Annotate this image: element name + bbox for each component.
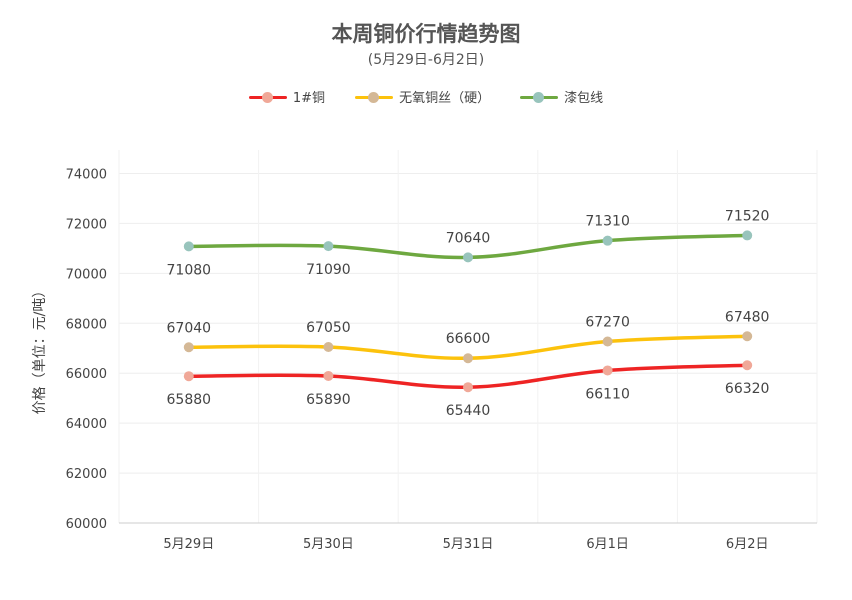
legend-swatch-icon xyxy=(248,90,287,104)
legend-item-series-0[interactable]: 1#铜 xyxy=(248,87,326,106)
legend-swatch-icon xyxy=(355,90,394,104)
data-point-2-0[interactable] xyxy=(183,241,194,252)
data-point-0-0[interactable] xyxy=(183,371,194,382)
chart-subtitle: (5月29日-6月2日) xyxy=(367,52,485,68)
data-label-2-0: 71080 xyxy=(167,262,212,278)
data-point-0-4[interactable] xyxy=(742,360,753,371)
data-point-1-0[interactable] xyxy=(183,342,194,353)
data-point-2-4[interactable] xyxy=(742,230,753,241)
data-label-2-3: 71310 xyxy=(585,214,630,230)
data-labels: 65880 65890 65440 66110 66320 67040 67050 66600… xyxy=(167,208,770,419)
data-label-0-4: 66320 xyxy=(725,381,770,397)
data-point-1-4[interactable] xyxy=(742,331,753,342)
data-point-1-3[interactable] xyxy=(602,336,613,347)
y-tick-label: 74000 xyxy=(66,168,107,183)
data-label-0-0: 65880 xyxy=(167,392,212,408)
data-label-2-4: 71520 xyxy=(725,208,770,224)
data-point-1-2[interactable] xyxy=(463,353,473,364)
data-point-2-3[interactable] xyxy=(602,235,613,246)
x-tick-label: 5月29日 xyxy=(163,537,214,552)
y-tick-label: 64000 xyxy=(66,417,107,432)
legend-item-series-2[interactable]: 漆包线 xyxy=(520,87,603,106)
data-point-0-3[interactable] xyxy=(602,365,613,376)
grid xyxy=(118,150,818,523)
data-point-0-1[interactable] xyxy=(323,370,334,381)
data-label-1-2: 66600 xyxy=(446,331,491,347)
data-label-2-2: 70640 xyxy=(446,230,491,246)
chart-title: 本周铜价行情趋势图 xyxy=(331,22,521,46)
legend-item-series-1[interactable]: 无氧铜丝（硬） xyxy=(355,87,490,106)
y-tick-label: 62000 xyxy=(66,467,107,482)
y-tick-label: 70000 xyxy=(66,267,107,282)
y-tick-label: 60000 xyxy=(66,517,107,532)
data-label-1-1: 67050 xyxy=(306,320,351,336)
data-point-1-1[interactable] xyxy=(323,342,334,353)
data-point-2-1[interactable] xyxy=(323,241,334,252)
legend-swatch-icon xyxy=(520,90,559,104)
data-label-2-1: 71090 xyxy=(306,262,351,278)
legend-label: 漆包线 xyxy=(564,91,604,106)
x-tick-label: 5月30日 xyxy=(303,537,354,552)
legend-label: 1#铜 xyxy=(292,91,326,106)
y-axis-label: 价格（单位：元/吨） xyxy=(32,284,48,415)
series-group xyxy=(183,230,753,393)
data-label-1-4: 67480 xyxy=(725,309,770,325)
data-label-1-0: 67040 xyxy=(167,320,212,336)
data-label-0-2: 65440 xyxy=(446,403,491,419)
legend: 1#铜 无氧铜丝（硬） 漆包线 xyxy=(0,87,852,106)
y-tick-label: 68000 xyxy=(66,317,107,332)
data-point-2-2[interactable] xyxy=(463,252,473,263)
x-tick-label: 5月31日 xyxy=(443,537,494,552)
axes: 60000 62000 64000 66000 68000 70000 72000 74000… xyxy=(66,168,817,552)
data-label-0-3: 66110 xyxy=(585,386,630,402)
data-label-1-3: 67270 xyxy=(585,315,630,331)
x-tick-label: 6月2日 xyxy=(726,537,769,552)
x-tick-label: 6月1日 xyxy=(586,537,629,552)
data-point-0-2[interactable] xyxy=(463,382,473,393)
legend-label: 无氧铜丝（硬） xyxy=(399,91,491,106)
y-tick-label: 66000 xyxy=(66,367,107,382)
y-tick-label: 72000 xyxy=(66,217,107,232)
data-label-0-1: 65890 xyxy=(306,392,351,408)
